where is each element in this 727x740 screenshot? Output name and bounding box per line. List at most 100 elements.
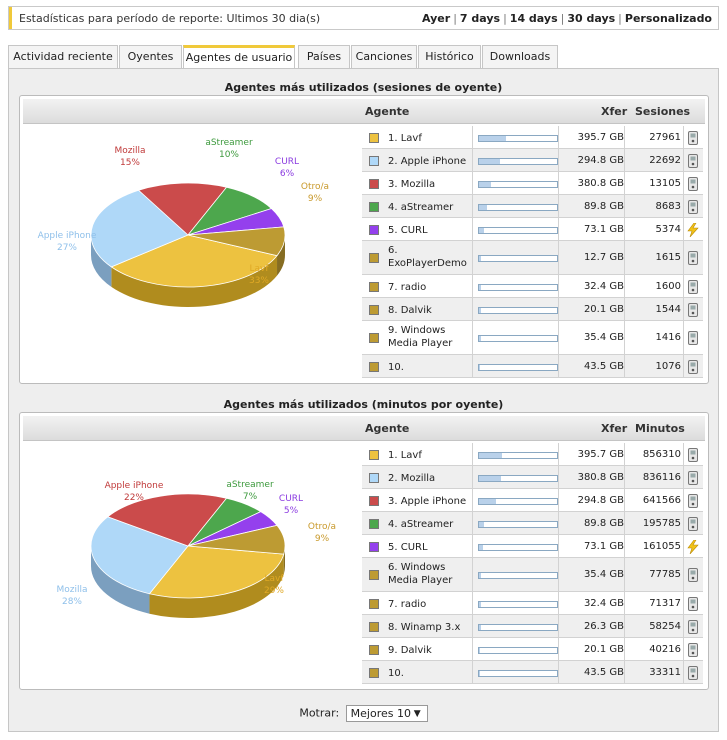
usage-bar bbox=[478, 601, 558, 608]
table-row[interactable]: 10. 43.5 GB 1076 bbox=[362, 355, 703, 378]
phone-icon[interactable] bbox=[687, 597, 699, 611]
pie-label-name: Otro/a bbox=[307, 522, 337, 532]
usage-bar-fill bbox=[479, 602, 481, 607]
phone-icon[interactable] bbox=[687, 643, 699, 657]
usage-bar-fill bbox=[479, 365, 480, 370]
tab-paises[interactable]: Países bbox=[298, 45, 350, 68]
color-swatch bbox=[369, 225, 379, 235]
usage-bar bbox=[478, 227, 558, 234]
col-xfer-header: Xfer bbox=[601, 105, 628, 118]
count-value: 836116 bbox=[642, 472, 681, 483]
usage-bar bbox=[478, 572, 558, 579]
tab-canciones[interactable]: Canciones bbox=[351, 45, 417, 68]
table-row[interactable]: 7. radio 32.4 GB 1600 bbox=[362, 275, 703, 298]
phone-icon[interactable] bbox=[687, 494, 699, 508]
phone-icon[interactable] bbox=[687, 200, 699, 214]
table-row[interactable]: 5. CURL 73.1 GB 161055 bbox=[362, 535, 703, 558]
color-swatch bbox=[369, 668, 379, 678]
period-link-30-days[interactable]: 30 days bbox=[567, 12, 616, 25]
agent-name: 3. Apple iPhone bbox=[388, 496, 467, 507]
table-row[interactable]: 10. 43.5 GB 33311 bbox=[362, 661, 703, 684]
pie-label-name: Mozilla bbox=[114, 146, 146, 156]
table-row[interactable]: 1. Lavf 395.7 GB 27961 bbox=[362, 126, 703, 149]
tab-agentes-de-usuario[interactable]: Agentes de usuario bbox=[183, 45, 295, 69]
phone-icon[interactable] bbox=[687, 568, 699, 582]
tab-oyentes[interactable]: Oyentes bbox=[119, 45, 182, 68]
table-row[interactable]: 3. Apple iPhone 294.8 GB 641566 bbox=[362, 489, 703, 512]
usage-bar bbox=[478, 521, 558, 528]
column-divider bbox=[624, 489, 625, 511]
color-swatch bbox=[369, 473, 379, 483]
count-value: 5374 bbox=[655, 224, 681, 235]
tab-downloads[interactable]: Downloads bbox=[482, 45, 558, 68]
column-divider bbox=[472, 172, 473, 194]
phone-icon[interactable] bbox=[687, 331, 699, 345]
phone-icon[interactable] bbox=[687, 280, 699, 294]
tab-historico[interactable]: Histórico bbox=[418, 45, 481, 68]
pie-chart-svg bbox=[90, 182, 286, 307]
usage-bar bbox=[478, 158, 558, 165]
usage-bar-fill bbox=[479, 336, 481, 341]
table-row[interactable]: 6. Windows Media Player 35.4 GB 77785 bbox=[362, 558, 703, 592]
usage-bar-fill bbox=[479, 499, 497, 504]
period-link-personalizado[interactable]: Personalizado bbox=[624, 12, 712, 25]
phone-icon[interactable] bbox=[687, 517, 699, 531]
phone-icon[interactable] bbox=[687, 620, 699, 634]
column-divider bbox=[558, 195, 559, 217]
usage-bar bbox=[478, 307, 558, 314]
phone-icon[interactable] bbox=[687, 154, 699, 168]
usage-bar bbox=[478, 544, 558, 551]
phone-icon[interactable] bbox=[687, 177, 699, 191]
table-row[interactable]: 3. Mozilla 380.8 GB 13105 bbox=[362, 172, 703, 195]
agent-name: 1. Lavf bbox=[388, 450, 422, 461]
column-divider bbox=[472, 355, 473, 377]
period-link-ayer[interactable]: Ayer bbox=[422, 12, 451, 25]
table-row[interactable]: 1. Lavf 395.7 GB 856310 bbox=[362, 443, 703, 466]
pie-label-percent: 29% bbox=[263, 586, 284, 596]
phone-icon[interactable] bbox=[687, 251, 699, 265]
color-swatch bbox=[369, 362, 379, 372]
tab-actividad-reciente[interactable]: Actividad reciente bbox=[8, 45, 118, 68]
usage-bar-fill bbox=[479, 671, 480, 676]
table-row[interactable]: 2. Mozilla 380.8 GB 836116 bbox=[362, 466, 703, 489]
column-divider bbox=[683, 298, 684, 320]
column-divider bbox=[683, 592, 684, 614]
table-row[interactable]: 9. Windows Media Player 35.4 GB 1416 bbox=[362, 321, 703, 355]
count-value: 40216 bbox=[649, 644, 681, 655]
table-row[interactable]: 8. Dalvik 20.1 GB 1544 bbox=[362, 298, 703, 321]
table-row[interactable]: 5. CURL 73.1 GB 5374 bbox=[362, 218, 703, 241]
top-count-select[interactable]: Mejores 10 ▼ bbox=[345, 705, 428, 722]
period-link-7-days[interactable]: 7 days bbox=[459, 12, 501, 25]
pie-label: Otro/a 9% bbox=[285, 181, 345, 205]
table-row[interactable]: 4. aStreamer 89.8 GB 8683 bbox=[362, 195, 703, 218]
column-divider bbox=[472, 466, 473, 488]
column-divider bbox=[472, 535, 473, 557]
table-row[interactable]: 7. radio 32.4 GB 71317 bbox=[362, 592, 703, 615]
table-row[interactable]: 9. Dalvik 20.1 GB 40216 bbox=[362, 638, 703, 661]
table-row[interactable]: 8. Winamp 3.x 26.3 GB 58254 bbox=[362, 615, 703, 638]
column-divider bbox=[683, 535, 684, 557]
color-swatch bbox=[369, 253, 379, 263]
usage-bar-fill bbox=[479, 228, 484, 233]
table-row[interactable]: 2. Apple iPhone 294.8 GB 22692 bbox=[362, 149, 703, 172]
period-link-14-days[interactable]: 14 days bbox=[509, 12, 558, 25]
table-row[interactable]: 6. ExoPlayerDemo 12.7 GB 1615 bbox=[362, 241, 703, 275]
column-divider bbox=[558, 592, 559, 614]
dropdown-arrow-icon: ▼ bbox=[413, 709, 421, 719]
xfer-value: 20.1 GB bbox=[583, 304, 624, 315]
phone-icon[interactable] bbox=[687, 131, 699, 145]
usage-bar bbox=[478, 647, 558, 654]
phone-icon[interactable] bbox=[687, 360, 699, 374]
top-count-selected: Mejores 10 bbox=[350, 707, 411, 720]
phone-icon[interactable] bbox=[687, 471, 699, 485]
lightning-icon[interactable] bbox=[687, 223, 699, 237]
column-divider bbox=[624, 638, 625, 660]
lightning-icon[interactable] bbox=[687, 540, 699, 554]
phone-icon[interactable] bbox=[687, 303, 699, 317]
table-row[interactable]: 4. aStreamer 89.8 GB 195785 bbox=[362, 512, 703, 535]
phone-icon[interactable] bbox=[687, 666, 699, 680]
usage-bar-fill bbox=[479, 573, 482, 578]
minutes-table-box: Agente Xfer Minutos Lavf 29% Mozilla 28% App… bbox=[19, 412, 709, 690]
phone-icon[interactable] bbox=[687, 448, 699, 462]
pie-slice bbox=[110, 234, 278, 288]
